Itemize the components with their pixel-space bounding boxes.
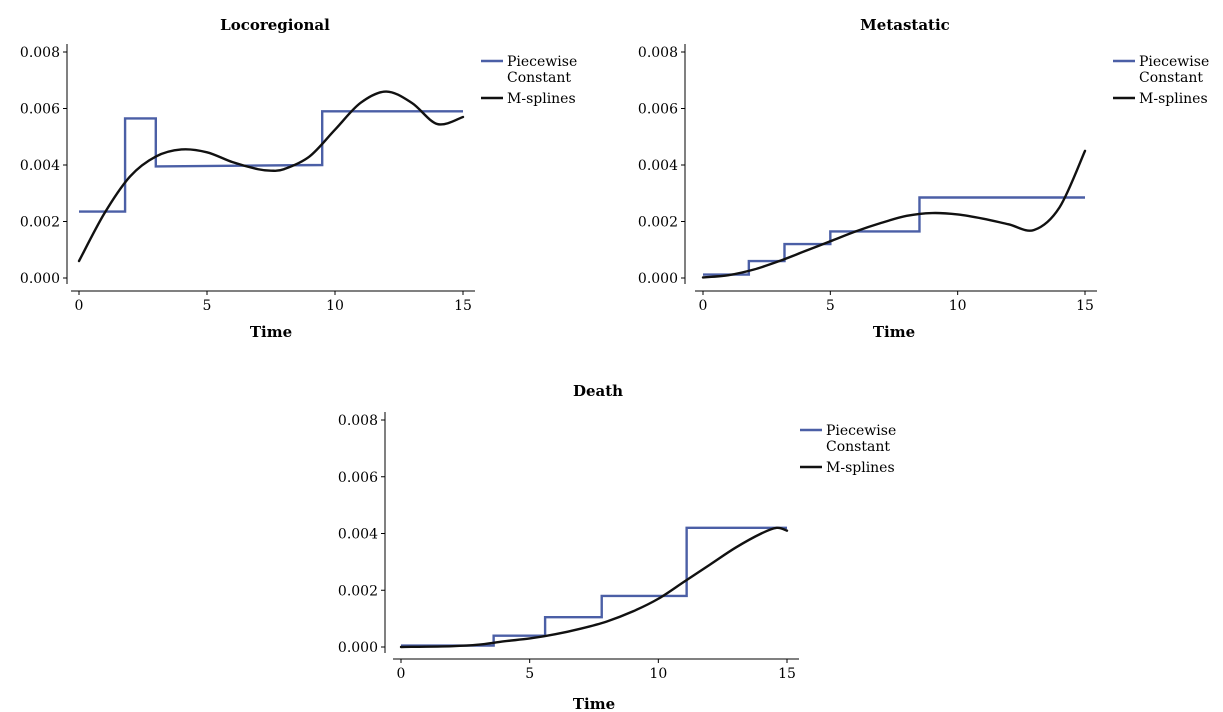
legend-label-m-splines: M-splines xyxy=(826,460,895,476)
legend-label-piecewise-constant: Piecewise Constant xyxy=(1139,54,1209,86)
y-tick-label: 0.008 xyxy=(20,45,60,61)
chart-panel-locoregional: Locoregional 0.000 0.002 0.004 0.006 0.008 0 5 1… xyxy=(20,16,577,341)
series-line-m-splines xyxy=(77,90,465,263)
y-tick-label: 0.002 xyxy=(638,215,678,231)
x-axis-label: Time xyxy=(873,323,915,341)
x-tick-label: 15 xyxy=(1076,298,1094,314)
x-tick-label: 10 xyxy=(326,298,344,314)
series-line-m-splines xyxy=(399,526,789,649)
y-tick-label: 0.002 xyxy=(20,215,60,231)
legend-label-m-splines: M-splines xyxy=(1139,91,1208,107)
y-tick-label: 0.004 xyxy=(338,527,378,543)
x-tick-label: 10 xyxy=(949,298,967,314)
y-tick-label: 0.000 xyxy=(20,271,60,287)
x-tick-label: 15 xyxy=(454,298,472,314)
series-line-piecewise-constant xyxy=(79,110,463,213)
legend-label-piecewise-constant: Piecewise Constant xyxy=(826,423,896,455)
x-tick-label: 5 xyxy=(203,298,212,314)
chart-title: Locoregional xyxy=(220,16,330,34)
y-tick-label: 0.004 xyxy=(638,158,678,174)
y-tick-label: 0.002 xyxy=(338,583,378,599)
x-axis-label: Time xyxy=(573,695,615,712)
y-tick-label: 0.000 xyxy=(638,271,678,287)
x-tick-label: 0 xyxy=(397,666,406,682)
chart-panel-metastatic: Metastatic 0.000 0.002 0.004 0.006 0.008 0 5 10 1… xyxy=(638,16,1209,341)
legend-label-m-splines: M-splines xyxy=(507,91,576,107)
legend-label-piecewise-constant: Piecewise Constant xyxy=(507,54,577,86)
chart-title: Metastatic xyxy=(860,16,950,34)
y-tick-label: 0.006 xyxy=(20,102,60,118)
x-tick-label: 5 xyxy=(826,298,835,314)
series-line-piecewise-constant xyxy=(401,526,787,647)
x-tick-label: 5 xyxy=(525,666,534,682)
x-tick-label: 0 xyxy=(75,298,84,314)
legend: Piecewise Constant M-splines xyxy=(481,54,577,107)
series-line-piecewise-constant xyxy=(703,196,1085,276)
x-tick-label: 15 xyxy=(778,666,796,682)
x-axis-label: Time xyxy=(250,323,292,341)
legend: Piecewise Constant M-splines xyxy=(800,423,896,476)
legend: Piecewise Constant M-splines xyxy=(1113,54,1209,107)
x-tick-label: 10 xyxy=(649,666,667,682)
y-tick-label: 0.006 xyxy=(338,470,378,486)
y-tick-label: 0.004 xyxy=(20,158,60,174)
y-tick-label: 0.008 xyxy=(638,45,678,61)
y-tick-label: 0.006 xyxy=(638,102,678,118)
chart-title: Death xyxy=(573,382,623,400)
x-tick-label: 0 xyxy=(699,298,708,314)
chart-panel-death: Death 0.000 0.002 0.004 0.006 0.008 0 5 10 15 Time… xyxy=(338,382,896,712)
y-tick-label: 0.008 xyxy=(338,413,378,429)
series-line-m-splines xyxy=(701,149,1087,279)
y-tick-label: 0.000 xyxy=(338,640,378,656)
